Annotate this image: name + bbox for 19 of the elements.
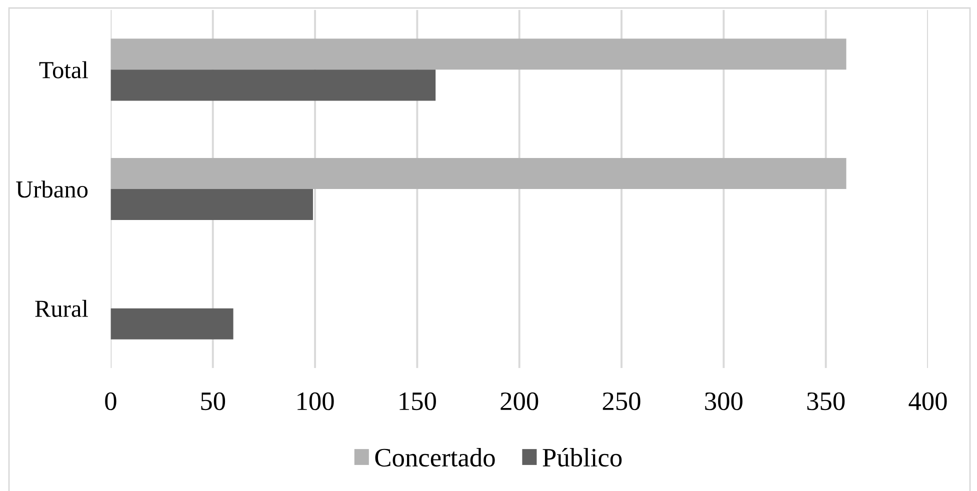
x-tick-label: 50 (201, 392, 226, 410)
x-tick-label: 250 (602, 392, 640, 410)
x-tick-label: 100 (298, 392, 334, 410)
y-tick-label: Urbano (16, 180, 88, 198)
y-tick-label: Total (39, 61, 88, 78)
legend-label: Concertado (375, 448, 495, 467)
x-tick-label: 400 (908, 392, 947, 410)
bar (110, 308, 234, 340)
bar (110, 70, 436, 101)
x-tick-label: 350 (807, 392, 845, 410)
x-tick-label: 0 (105, 392, 116, 410)
x-tick-label: 150 (400, 392, 436, 410)
y-tick-label: Rural (35, 300, 88, 318)
bar (110, 38, 846, 70)
bar (110, 189, 313, 220)
legend-label: Público (542, 448, 622, 467)
x-tick-label: 200 (500, 392, 538, 410)
bar (110, 158, 846, 189)
x-tick-label: 300 (705, 392, 742, 410)
